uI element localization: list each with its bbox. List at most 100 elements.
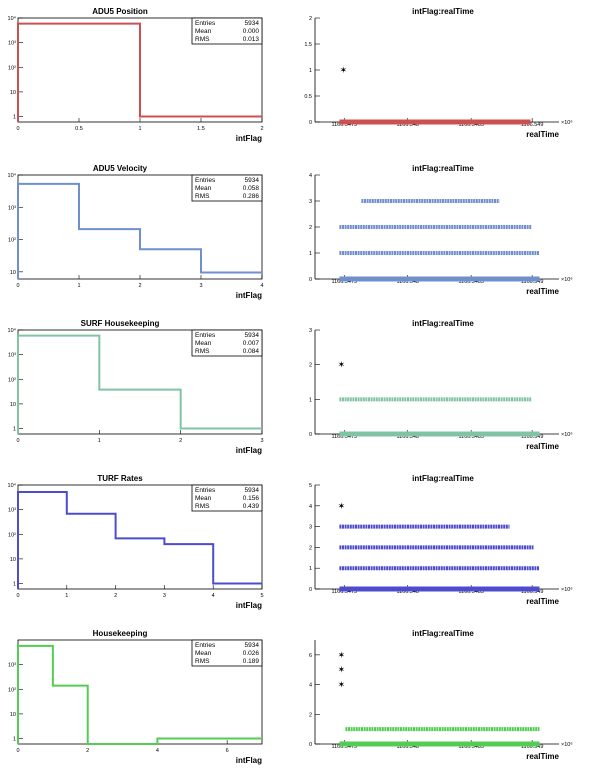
x-tick-label: 1166.549 [521,744,544,750]
x-tick-label: 4 [260,283,263,289]
x-tick-label: 1166.548 [396,744,419,750]
stats-box-frame [191,174,263,202]
y-tick-label: 10² [8,377,16,383]
x-tick-label: 1166.548 [396,279,419,285]
x-tick-label: 1166.5485 [458,122,484,128]
x-tick-label: 1166.548 [396,434,419,440]
y-tick-label: 0 [309,587,312,593]
stats-mean-label: Mean [195,185,212,192]
stats-entries-value: 5934 [245,642,260,649]
stats-rms-label: RMS [195,193,210,200]
chart-title: ADU5 Position [92,7,148,16]
x-axis-label: intFlag [236,601,262,610]
y-tick-label: 2 [309,363,312,369]
x-axis-exponent: ×10⁶ [561,119,573,126]
stats-rms-value: 0.189 [243,658,260,665]
y-tick-label: 3 [309,525,312,531]
y-tick-label: 10⁴ [8,15,17,22]
stats-box: Entries 5934 Mean 0.058 RMS 0.286 [191,174,263,202]
x-tick-label: 1 [138,126,141,132]
x-axis-exponent: ×10⁶ [561,741,573,748]
stats-rms-value: 0.286 [243,193,260,200]
chart-title: intFlag:realTime [412,7,474,16]
stats-entries-label: Entries [195,332,216,339]
scatter-turf_rates_time: intFlag:realTime 0 1 2 3 4 5 1166.5475 1166.548 1… [309,474,573,606]
y-tick-label: 10² [8,238,16,244]
stats-entries-value: 5934 [245,177,260,184]
y-tick-label: 10³ [8,205,16,211]
stats-mean-label: Mean [195,340,212,347]
x-tick-label: 3 [199,283,202,289]
histogram-line [17,182,262,279]
x-axis-label: intFlag [236,134,262,143]
stats-box: Entries 5934 Mean 0.156 RMS 0.439 [191,484,263,512]
y-tick-label: 1 [13,115,16,121]
stats-rms-label: RMS [195,348,210,355]
stats-entries-label: Entries [195,642,216,649]
stats-rms-label: RMS [195,503,210,510]
x-tick-label: 1 [98,438,101,444]
plot-frame [315,330,559,434]
y-tick-label: 4 [309,173,312,179]
y-tick-label: 1 [309,68,312,74]
x-tick-label: 1 [65,593,68,599]
y-tick-label: 10² [8,65,16,71]
stats-box: Entries 5934 Mean 0.007 RMS 0.084 [191,329,263,357]
y-tick-label: 0 [309,432,312,438]
histogram-line [17,644,262,745]
x-tick-label: 1166.5475 [331,589,357,595]
stats-entries-label: Entries [195,487,216,494]
x-tick-label: 4 [156,748,159,754]
x-axis-exponent: ×10⁶ [561,431,573,438]
stats-mean-value: 0.000 [243,28,260,35]
x-tick-label: 4 [212,593,215,599]
x-tick-label: 1166.5485 [458,434,484,440]
data-point: ✶ [338,650,346,660]
stats-box-frame [191,639,263,667]
y-tick-label: 2 [309,225,312,231]
data-point: ✶ [338,360,346,370]
stats-rms-value: 0.013 [243,36,260,43]
stats-rms-value: 0.084 [243,348,260,355]
x-tick-label: 0 [16,438,19,444]
y-tick-label: 1.5 [304,42,312,48]
x-tick-label: 1166.5475 [331,279,357,285]
chart-title: intFlag:realTime [412,629,474,638]
y-tick-label: 5 [309,483,312,489]
y-tick-label: 1 [13,582,16,588]
x-axis-label: realTime [526,597,559,606]
y-tick-label: 1 [309,251,312,257]
x-tick-label: 1 [77,283,80,289]
stats-mean-label: Mean [195,495,212,502]
stats-entries-value: 5934 [245,332,260,339]
plot-frame [315,640,559,744]
scatter-adu5_velocity_time: intFlag:realTime 0 1 2 3 4 1166.5475 1166.548 11… [309,164,573,296]
x-tick-label: 1166.548 [396,589,419,595]
y-tick-label: 4 [309,504,312,510]
x-tick-label: 2 [114,593,117,599]
stats-mean-label: Mean [195,28,212,35]
x-tick-label: 1166.549 [521,122,544,128]
x-tick-label: 2 [179,438,182,444]
stats-entries-value: 5934 [245,20,260,27]
plot-frame [315,485,559,589]
x-tick-label: 1166.549 [521,589,544,595]
x-axis-label: intFlag [236,446,262,455]
y-tick-label: 4 [309,683,312,689]
y-tick-label: 10³ [8,353,16,359]
y-tick-label: 10 [10,557,16,563]
x-tick-label: 0 [16,283,19,289]
y-tick-label: 10⁴ [8,482,17,489]
y-tick-label: 0 [309,277,312,283]
x-tick-label: 6 [226,748,229,754]
x-tick-label: 2 [260,126,263,132]
chart-title: intFlag:realTime [412,474,474,483]
histogram-line [17,490,262,589]
x-tick-label: 3 [260,438,263,444]
x-tick-label: 0 [16,593,19,599]
plot-frame [315,18,559,122]
x-axis-label: intFlag [236,291,262,300]
y-tick-label: 0 [309,120,312,126]
stats-rms-label: RMS [195,658,210,665]
